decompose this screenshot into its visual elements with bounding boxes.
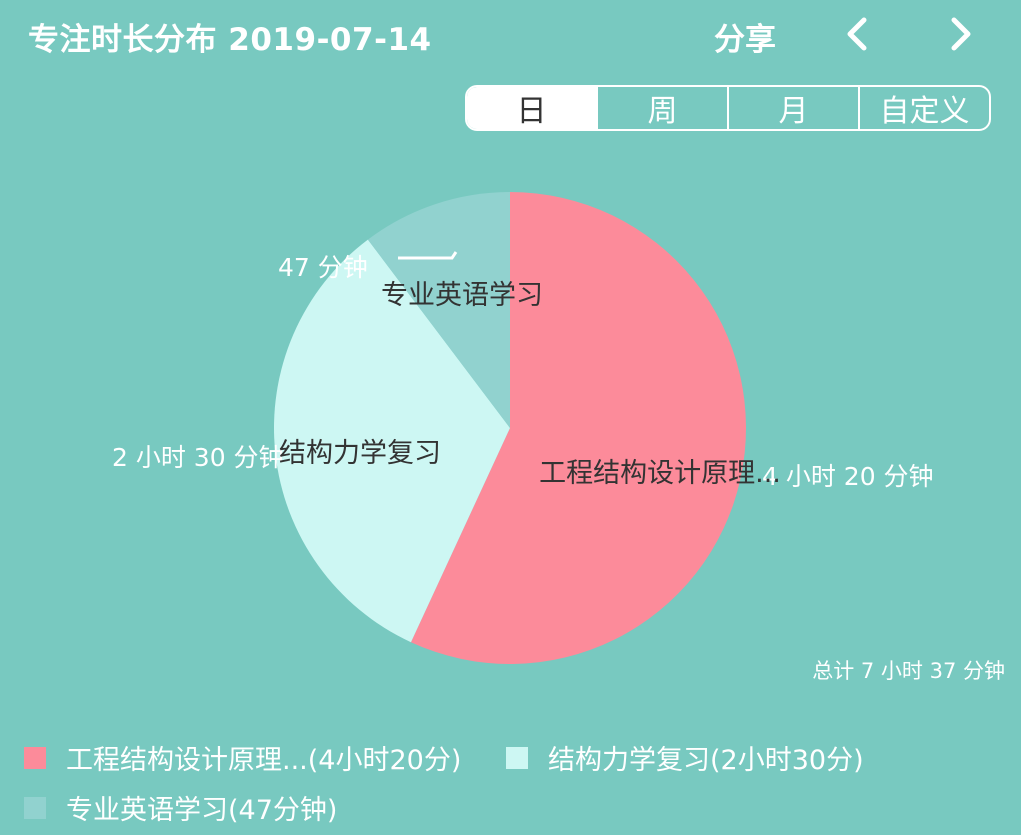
legend-item: 结构力学复习(2小时30分) bbox=[506, 738, 864, 777]
chevron-right-icon bbox=[951, 17, 971, 51]
legend-label: 工程结构设计原理...(4小时20分) bbox=[66, 745, 462, 776]
slice-name-label: 工程结构设计原理... bbox=[539, 458, 781, 489]
tab-week[interactable]: 周 bbox=[596, 87, 727, 129]
label-connector-line bbox=[398, 251, 458, 260]
tab-day[interactable]: 日 bbox=[467, 87, 596, 129]
legend-item: 专业英语学习(47分钟) bbox=[24, 788, 337, 827]
period-tabs: 日 周 月 自定义 bbox=[465, 85, 991, 131]
previous-day-button[interactable] bbox=[840, 14, 876, 54]
tab-month[interactable]: 月 bbox=[727, 87, 858, 129]
slice-value-label: 2 小时 30 分钟 bbox=[112, 443, 284, 472]
share-button[interactable]: 分享 bbox=[714, 22, 776, 58]
slice-value-label: 47 分钟 bbox=[278, 253, 368, 282]
legend-swatch bbox=[506, 746, 528, 769]
legend-swatch bbox=[24, 746, 46, 769]
chevron-left-icon bbox=[847, 17, 867, 51]
pie-slice[interactable] bbox=[367, 192, 510, 428]
slice-name-label: 结构力学复习 bbox=[279, 438, 441, 469]
legend-item: 工程结构设计原理...(4小时20分) bbox=[24, 738, 461, 777]
slice-value-label: 4 小时 20 分钟 bbox=[762, 462, 934, 491]
page-title: 专注时长分布 2019-07-14 bbox=[28, 22, 432, 58]
legend-label: 专业英语学习(47分钟) bbox=[66, 795, 338, 826]
tab-custom[interactable]: 自定义 bbox=[858, 87, 989, 129]
total-duration: 总计 7 小时 37 分钟 bbox=[812, 659, 1005, 683]
legend-label: 结构力学复习(2小时30分) bbox=[548, 745, 864, 776]
pie-slice[interactable] bbox=[273, 239, 510, 643]
legend-swatch bbox=[24, 796, 46, 819]
pie-slice[interactable] bbox=[410, 192, 746, 664]
slice-name-label: 专业英语学习 bbox=[381, 280, 543, 311]
next-day-button[interactable] bbox=[942, 14, 978, 54]
